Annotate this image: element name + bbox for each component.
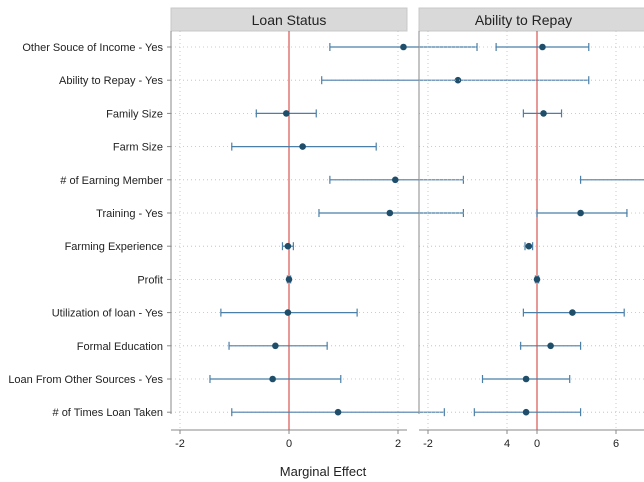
y-tick-label: Farm Size [113,142,163,154]
point-estimate [569,309,576,316]
x-axis-title: Marginal Effect [280,464,367,479]
point-estimate [334,408,342,416]
point-estimate [525,242,533,250]
point-estimate [386,209,394,217]
point-estimate [285,276,293,283]
point-estimate [540,110,547,117]
y-tick-label: Utilization of loan - Yes [52,308,164,320]
point-estimate [269,375,276,383]
point-estimate [547,342,554,350]
point-estimate [522,375,530,383]
point-estimate [299,143,306,150]
x-tick-label: 0 [286,438,292,450]
y-tick-label: Other Souce of Income - Yes [22,42,163,54]
x-tick-label: 6 [613,438,619,450]
x-tick-label: 2 [395,438,401,450]
point-estimate [282,110,290,117]
x-tick-label: 0 [534,438,540,450]
y-tick-label: Training - Yes [96,208,163,220]
x-tick-label: -2 [175,438,185,450]
y-tick-label: Profit [137,274,163,286]
point-estimate [533,276,541,283]
point-estimate [284,309,292,316]
y-tick-label: Farming Experience [65,241,163,253]
point-estimate [284,242,292,250]
y-tick-label: Formal Education [77,341,163,353]
point-estimate [400,43,407,51]
y-tick-label: Loan From Other Sources - Yes [8,374,163,386]
y-tick-label: Family Size [106,108,163,120]
x-tick-label: -2 [423,438,433,450]
point-estimate [391,176,399,184]
y-tick-label: Ability to Repay - Yes [59,75,163,87]
point-estimate [539,43,546,51]
point-estimate [577,209,584,217]
panel-title-2: Ability to Repay [475,12,572,28]
x-tick-label: 4 [504,438,510,450]
y-tick-label: # of Earning Member [60,175,163,187]
panel-title-1: Loan Status [252,12,327,28]
point-estimate [454,76,462,84]
point-estimate [272,342,279,350]
point-estimate [522,408,530,416]
y-tick-label: # of Times Loan Taken [53,407,163,419]
